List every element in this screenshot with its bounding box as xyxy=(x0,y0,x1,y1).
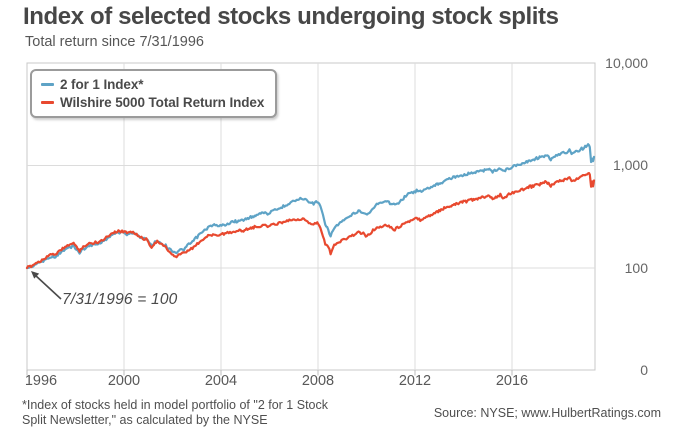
series-line-wilshire-5000 xyxy=(25,172,596,270)
footnote-line-1: *Index of stocks held in model portfolio… xyxy=(22,398,328,412)
legend-swatch-blue xyxy=(41,82,54,86)
y-axis-label-0: 0 xyxy=(640,362,648,378)
legend-label-2for1-index: 2 for 1 Index* xyxy=(60,76,144,92)
footnote-line-2: Split Newsletter," as calculated by the … xyxy=(22,413,268,427)
y-axis-label-10000: 10,000 xyxy=(605,55,648,71)
y-axis-label-1000: 1,000 xyxy=(612,157,648,173)
annotation-arrow xyxy=(31,271,62,300)
page-title: Index of selected stocks undergoing stoc… xyxy=(23,3,559,30)
legend: 2 for 1 Index* Wilshire 5000 Total Retur… xyxy=(30,69,278,118)
chart-series-lines xyxy=(25,143,596,270)
legend-item-2for1-index: 2 for 1 Index* xyxy=(41,75,264,93)
x-axis-label-2016: 2016 xyxy=(495,373,529,389)
x-axis-label-2008: 2008 xyxy=(301,373,335,389)
chart-gridlines xyxy=(26,62,596,376)
legend-item-wilshire: Wilshire 5000 Total Return Index xyxy=(41,93,264,111)
chart-subtitle: Total return since 7/31/1996 xyxy=(25,34,204,50)
y-axis-label-100: 100 xyxy=(624,260,648,276)
legend-swatch-red xyxy=(41,100,54,104)
legend-label-wilshire: Wilshire 5000 Total Return Index xyxy=(60,94,265,110)
source-credit: Source: NYSE; www.HulbertRatings.com xyxy=(433,406,661,420)
x-axis-label-2000: 2000 xyxy=(107,373,141,389)
x-axis-label-2004: 2004 xyxy=(204,373,238,389)
x-axis-label-1996: 1996 xyxy=(24,373,58,389)
footnote: *Index of stocks held in model portfolio… xyxy=(22,398,328,428)
annotation-base-value: 7/31/1996 = 100 xyxy=(62,291,178,308)
x-axis-label-2012: 2012 xyxy=(398,373,432,389)
series-line-2for1-index xyxy=(25,143,596,270)
